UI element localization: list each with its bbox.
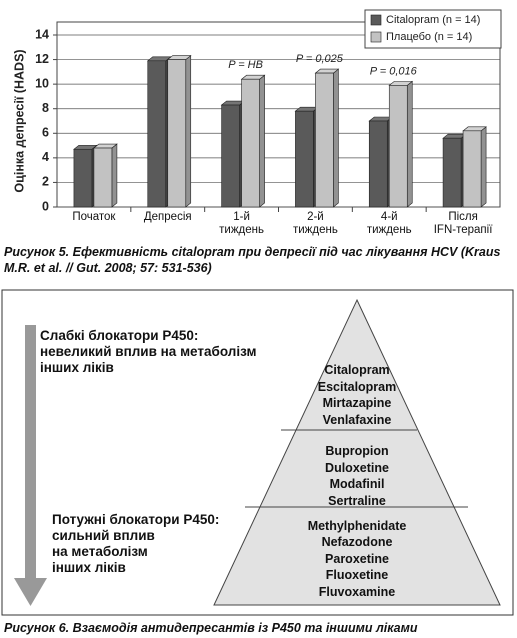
bar (368, 116, 394, 208)
pyramid-item: Fluoxetine (325, 568, 389, 583)
strong-blockers: Потужні блокатори P450: сильний вплив на… (52, 512, 220, 575)
figure6-frame (1, 289, 514, 616)
y-tick-label: 0 (42, 199, 49, 213)
pyramid-item: Sertraline (328, 493, 386, 508)
x-tick-label: Початок (72, 211, 116, 223)
bar-face (73, 148, 93, 208)
bar-face (295, 110, 314, 208)
bar (93, 143, 118, 208)
pyramid-item: Modafinil (329, 477, 385, 491)
legend-label: Плацебо (n = 14) (386, 31, 472, 43)
weak-blockers: Слабкі блокатори P450: невеликий вплив н… (40, 328, 257, 375)
y-tick-label: 8 (42, 101, 49, 115)
bar (240, 74, 266, 208)
bar-face (221, 104, 240, 208)
p-value: P = НВ (228, 59, 263, 71)
bar (294, 106, 320, 208)
arrow-head (14, 578, 47, 606)
arrow-shaft (25, 325, 36, 580)
figure6-caption: Рисунок 6. Взаємодія антидепресантів із … (4, 621, 418, 635)
pyramid-item: Paroxetine (325, 551, 389, 566)
bar-face (368, 120, 388, 208)
x-tick-label: 4-й тиждень (366, 211, 412, 236)
bar-face (93, 147, 113, 208)
bar-face (241, 78, 260, 208)
bar-face (315, 72, 334, 208)
bar-face (167, 59, 187, 208)
bar (388, 80, 414, 208)
bar-side (111, 143, 118, 208)
bar (220, 100, 246, 208)
y-tick-label: 2 (42, 175, 49, 189)
bar-face (462, 130, 482, 208)
pyramid-item: Mirtazapine (322, 396, 392, 410)
pyramid-item: Venlafaxine (322, 412, 392, 427)
pyramid-item: Nefazodone (321, 535, 393, 550)
x-tick-label: 1-й тиждень (219, 211, 264, 236)
legend-swatch (370, 14, 382, 26)
pyramid-item: Duloxetine (325, 460, 389, 475)
x-tick-label: 2-й тиждень (292, 211, 338, 236)
y-tick-label: 12 (35, 52, 49, 66)
y-axis-label: Оцінка депресії (HADS) (12, 49, 26, 192)
bar (462, 126, 487, 208)
bar-side (259, 74, 265, 208)
pyramid-item: Citalopram (324, 363, 390, 377)
bar (146, 56, 172, 208)
bar-side (480, 126, 487, 208)
bar-face (442, 137, 462, 208)
bar (166, 54, 192, 208)
bar-face (147, 60, 167, 208)
legend-swatch (370, 31, 382, 43)
y-tick-label: 14 (35, 27, 49, 41)
pyramid-item: Escitalopram (317, 379, 397, 394)
pyramid-item: Fluvoxamine (318, 584, 396, 599)
legend-label: Citalopram (n = 14) (386, 14, 480, 26)
y-tick-label: 6 (42, 126, 49, 140)
x-tick-label: Депресія (143, 211, 192, 223)
p-value: P = 0,016 (370, 65, 418, 77)
bar (442, 133, 467, 208)
bar (73, 144, 98, 208)
bar-face (388, 85, 408, 208)
bar-side (406, 80, 413, 208)
bar-side (333, 68, 339, 208)
pyramid (213, 298, 501, 606)
p-value: P = 0,025 (296, 53, 344, 65)
bar (314, 68, 340, 208)
legend-box (364, 9, 502, 49)
pyramid-item: Bupropion (325, 444, 389, 458)
bar-side (185, 54, 192, 208)
y-tick-label: 10 (35, 76, 49, 90)
plot-frame (56, 21, 501, 208)
figure5-caption: Рисунок 5. Ефективність citalopram при д… (4, 245, 501, 275)
y-tick-label: 4 (42, 150, 49, 164)
pyramid-item: Methylphenidate (307, 518, 407, 533)
x-tick-label: Після IFN-терапії (433, 211, 493, 236)
